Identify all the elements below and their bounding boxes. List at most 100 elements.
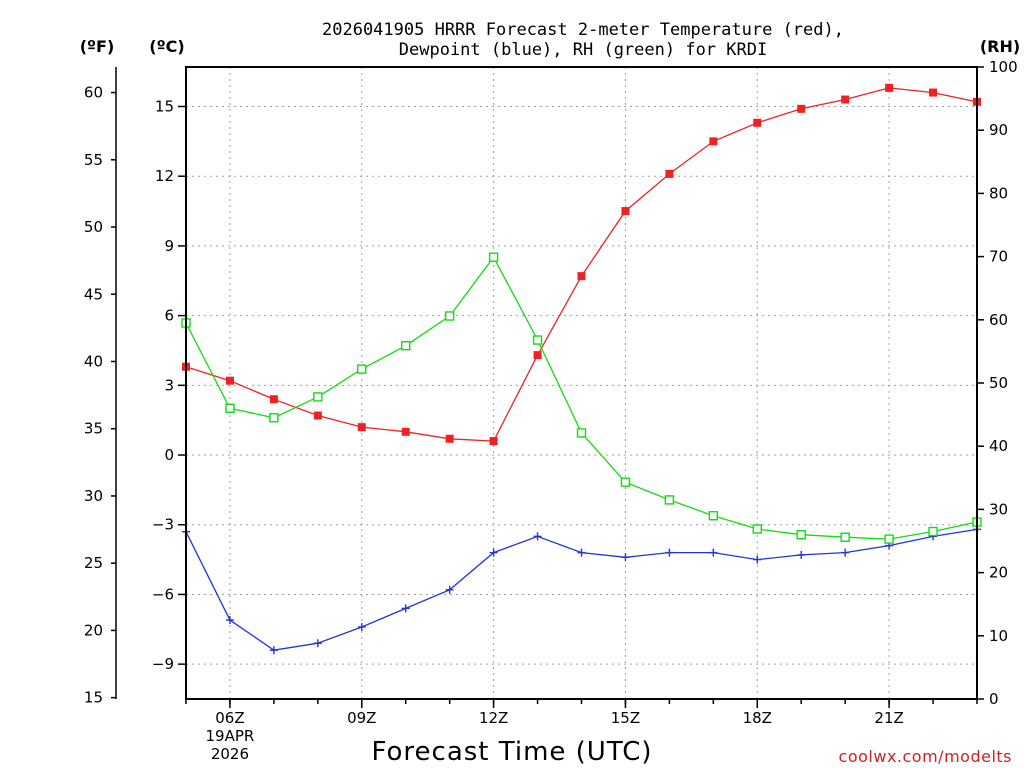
- 2-meter-temperature-point: [357, 423, 366, 432]
- celsius-axis-label: (ºC): [149, 37, 184, 56]
- data-series: [181, 83, 982, 655]
- chart-title-line2: Dewpoint (blue), RH (green) for KRDI: [399, 40, 767, 60]
- dewpoint-point: [621, 553, 630, 562]
- relative-humidity-point: [708, 511, 719, 521]
- x-year-label: 2026: [211, 745, 249, 763]
- dewpoint-point: [709, 548, 718, 557]
- relative-humidity-point: [444, 311, 455, 321]
- celsius-tick-label: 12: [155, 167, 174, 185]
- x-tick-label: 09Z: [347, 709, 376, 727]
- axes: 6055504540353025201515129630−3−6−9100908…: [84, 58, 1018, 763]
- rh-tick-label: 0: [989, 690, 999, 708]
- x-tick-label: 12Z: [479, 709, 508, 727]
- 2-meter-temperature-point: [797, 104, 806, 113]
- 2-meter-temperature-point: [489, 437, 498, 446]
- rh-tick-label: 20: [989, 564, 1008, 582]
- 2-meter-temperature-point: [313, 411, 322, 420]
- relative-humidity-point: [401, 341, 411, 351]
- fahrenheit-tick-label: 25: [84, 554, 103, 572]
- fahrenheit-tick-label: 15: [84, 689, 103, 707]
- 2-meter-temperature-point: [885, 83, 894, 92]
- fahrenheit-tick-label: 45: [84, 285, 103, 303]
- rh-tick-label: 10: [989, 627, 1008, 645]
- relative-humidity-point: [840, 532, 850, 542]
- 2-meter-temperature-point: [841, 95, 850, 104]
- relative-humidity-point: [752, 524, 762, 534]
- rh-tick-label: 50: [989, 374, 1008, 392]
- grid-lines: [186, 67, 977, 699]
- relative-humidity-point: [488, 252, 499, 262]
- celsius-tick-label: −3: [152, 516, 174, 534]
- relative-humidity-point: [796, 529, 806, 540]
- relative-humidity-point: [884, 534, 894, 544]
- x-tick-label: 06Z: [215, 709, 244, 727]
- celsius-tick-label: 3: [164, 376, 174, 394]
- 2-meter-temperature-point: [621, 207, 630, 216]
- rh-tick-label: 30: [989, 500, 1008, 518]
- 2-meter-temperature-point: [445, 434, 454, 443]
- x-axis-title: Forecast Time (UTC): [371, 737, 652, 767]
- fahrenheit-tick-label: 55: [84, 151, 103, 169]
- 2-meter-temperature-line: [185, 87, 978, 442]
- 2-meter-temperature-point: [665, 169, 674, 178]
- 2-meter-temperature-point: [269, 395, 278, 404]
- fahrenheit-axis-label: (ºF): [80, 37, 115, 56]
- dewpoint-point: [489, 548, 498, 557]
- relative-humidity-point: [357, 364, 367, 374]
- x-tick-label: 15Z: [611, 709, 640, 727]
- 2-meter-temperature-point: [225, 376, 234, 385]
- x-date-label: 19APR: [206, 727, 255, 745]
- dewpoint-line: [185, 528, 978, 651]
- relative-humidity-point: [576, 428, 587, 438]
- dewpoint-point: [401, 604, 410, 613]
- rh-tick-label: 90: [989, 121, 1008, 139]
- dewpoint-point: [841, 548, 850, 557]
- fahrenheit-tick-label: 30: [84, 487, 103, 505]
- celsius-tick-label: 15: [155, 98, 174, 116]
- celsius-tick-label: −6: [152, 585, 174, 603]
- x-tick-label: 21Z: [874, 709, 903, 727]
- plot-frame: [185, 66, 978, 700]
- relative-humidity-point: [928, 526, 938, 537]
- celsius-tick-label: 0: [164, 446, 174, 464]
- relative-humidity-point: [532, 335, 543, 345]
- fahrenheit-tick-label: 35: [84, 420, 103, 438]
- rh-axis-label: (RH): [980, 37, 1020, 56]
- 2-meter-temperature-point: [929, 88, 938, 97]
- dewpoint-point: [797, 550, 806, 559]
- celsius-tick-label: 6: [164, 307, 174, 325]
- rh-tick-label: 100: [989, 58, 1018, 76]
- 2-meter-temperature-point: [533, 351, 542, 360]
- dewpoint-point: [665, 548, 674, 557]
- dewpoint-point: [357, 622, 366, 631]
- chart-title-line1: 2026041905 HRRR Forecast 2-meter Tempera…: [322, 20, 844, 40]
- relative-humidity-point: [269, 413, 279, 423]
- dewpoint-point: [577, 548, 586, 557]
- 2-meter-temperature-point: [753, 118, 762, 127]
- dewpoint-point: [445, 585, 454, 594]
- rh-tick-label: 70: [989, 248, 1008, 266]
- relative-humidity-point: [620, 477, 631, 487]
- celsius-tick-label: −9: [152, 655, 174, 673]
- rh-tick-label: 60: [989, 311, 1008, 329]
- rh-tick-label: 40: [989, 437, 1008, 455]
- x-tick-label: 18Z: [743, 709, 772, 727]
- dewpoint-point: [313, 639, 322, 648]
- fahrenheit-tick-label: 40: [84, 352, 103, 370]
- relative-humidity-point: [313, 392, 323, 402]
- rh-tick-label: 80: [989, 184, 1008, 202]
- 2-meter-temperature-point: [401, 427, 410, 436]
- 2-meter-temperature-point: [709, 137, 718, 146]
- celsius-tick-label: 9: [164, 237, 174, 255]
- 2-meter-temperature-point: [577, 272, 586, 281]
- dewpoint-point: [269, 646, 278, 655]
- fahrenheit-tick-label: 50: [84, 218, 103, 236]
- dewpoint-point: [753, 555, 762, 564]
- dewpoint-point: [225, 616, 234, 624]
- fahrenheit-tick-label: 20: [84, 621, 103, 639]
- relative-humidity-point: [225, 403, 235, 413]
- fahrenheit-tick-label: 60: [84, 84, 103, 102]
- dewpoint-point: [533, 532, 542, 541]
- relative-humidity-line: [185, 255, 978, 540]
